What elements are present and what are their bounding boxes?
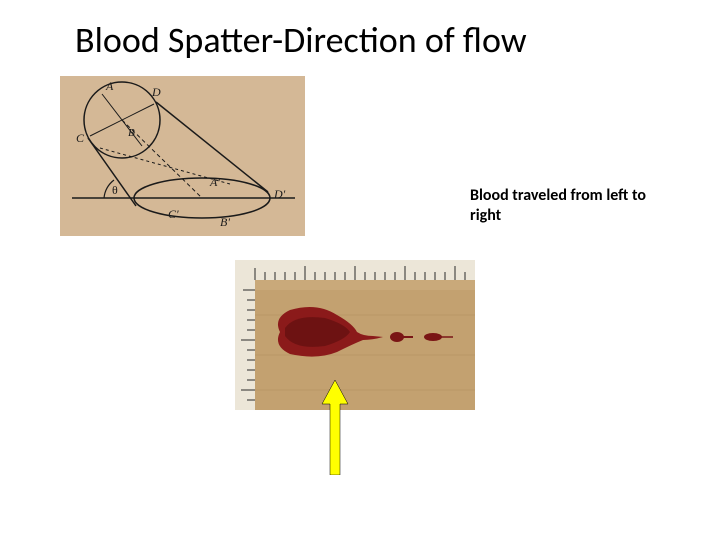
angle-diagram-svg: A D C B A' D' C' B' θ (60, 76, 305, 236)
angle-diagram: A D C B A' D' C' B' θ (60, 76, 305, 236)
svg-text:D: D (151, 85, 161, 99)
svg-text:B: B (128, 127, 135, 139)
svg-text:B': B' (220, 215, 230, 229)
svg-text:θ: θ (112, 183, 118, 197)
svg-text:C': C' (168, 207, 179, 221)
blood-drop-photo (235, 260, 475, 410)
svg-text:D': D' (273, 187, 286, 201)
svg-text:A: A (105, 79, 114, 93)
blood-drop-svg (235, 260, 475, 410)
caption-text: Blood traveled from left to right (470, 186, 670, 226)
yellow-arrow (320, 380, 350, 475)
svg-text:A': A' (209, 175, 220, 189)
slide-title: Blood Spatter-Direction of flow (75, 18, 527, 62)
svg-text:C: C (76, 131, 85, 145)
